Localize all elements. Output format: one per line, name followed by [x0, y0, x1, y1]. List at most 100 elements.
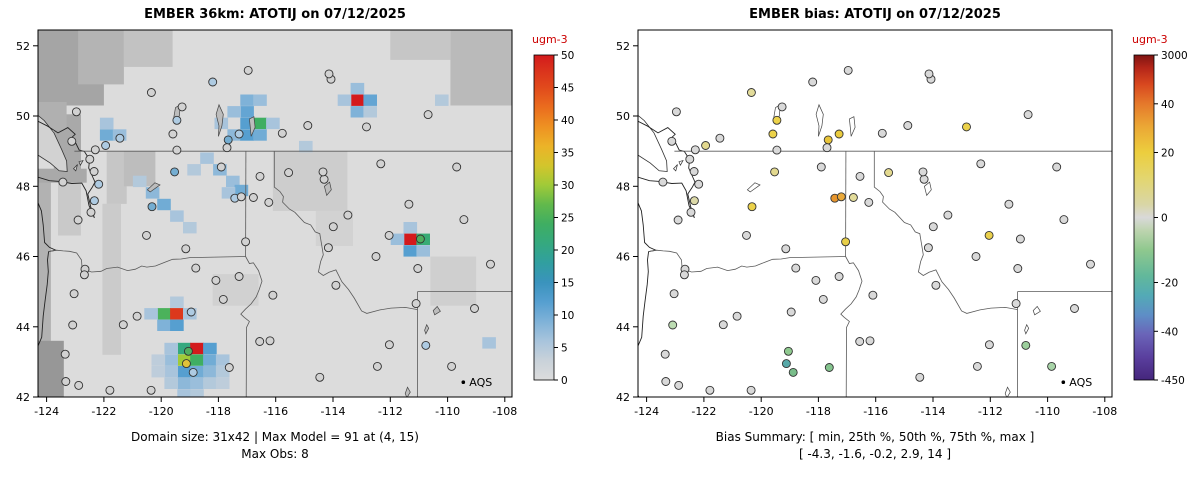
station-marker: [277, 128, 287, 138]
lake: [424, 323, 430, 335]
model-grid-cell: [416, 245, 430, 257]
bias-caption-summary-values: [ -4.3, -1.6, -0.2, 2.9, 14 ]: [798, 447, 952, 461]
station-marker: [788, 367, 798, 377]
station-marker: [319, 174, 329, 184]
y-tick-label: 52: [616, 40, 630, 53]
station-marker: [777, 102, 787, 112]
x-tick-label: -118: [206, 405, 231, 418]
station-marker: [972, 361, 982, 371]
station-marker: [255, 337, 265, 346]
station-marker: [384, 230, 394, 240]
state-border: [648, 249, 846, 273]
station-marker: [924, 69, 934, 79]
map-layer: [638, 103, 1112, 397]
station-marker: [58, 177, 68, 187]
model-caption-domain: Domain size: 31x42 | Max Model = 91 at (…: [130, 430, 419, 444]
model-grid-cell: [190, 342, 204, 355]
colorbar-tick-label: 20: [561, 245, 574, 257]
model-grid-cell: [482, 337, 496, 349]
station-marker: [791, 263, 801, 273]
colorbar-tick-label: -20: [1161, 278, 1178, 290]
model-grid-cell: [253, 94, 267, 106]
model-grid-cell: [99, 117, 114, 130]
terrain-shade-cell: [106, 151, 127, 204]
x-tick-label: -112: [378, 405, 403, 418]
station-marker: [94, 179, 104, 189]
station-marker: [470, 304, 479, 313]
station-marker: [68, 320, 78, 330]
model-grid-cell: [187, 164, 201, 176]
station-marker: [73, 215, 83, 225]
x-tick-label: -124: [634, 405, 659, 418]
y-tick-label: 50: [616, 110, 630, 123]
station-marker: [855, 171, 865, 181]
terrain-shade-cell: [78, 30, 124, 85]
model-grid-cell: [253, 129, 267, 141]
island: [73, 164, 78, 172]
station-marker: [868, 290, 878, 300]
station-marker: [984, 230, 994, 240]
station-marker: [674, 380, 684, 390]
model-grid-cell: [234, 184, 249, 197]
model-grid-cell: [164, 366, 178, 378]
station-marker: [903, 121, 913, 130]
colorbar-tick-label: 40: [1161, 99, 1174, 111]
colorbar-units-label: ugm-3: [1132, 33, 1168, 46]
station-marker: [1047, 361, 1057, 371]
station-marker: [834, 272, 844, 281]
station-marker: [822, 143, 832, 153]
station-marker: [67, 136, 77, 146]
vancouver-island: [38, 114, 68, 172]
model-grid-cell: [177, 342, 191, 355]
station-marker: [685, 154, 695, 164]
station-marker: [884, 168, 894, 178]
station-marker: [268, 290, 278, 300]
model-panel-title: EMBER 36km: ATOTIJ on 07/12/2025: [144, 7, 406, 22]
model-grid-cell: [240, 117, 254, 130]
station-marker: [841, 237, 851, 247]
model-grid-cell: [350, 82, 365, 95]
lake: [146, 182, 161, 193]
station-marker: [86, 207, 96, 217]
model-grid-cell: [403, 233, 418, 245]
model-grid-cell: [190, 354, 204, 366]
model-grid-cell: [227, 129, 241, 141]
model-grid-cell: [350, 94, 365, 106]
model-grid-cell: [170, 319, 184, 331]
lake: [849, 116, 856, 137]
station-marker: [372, 361, 382, 371]
model-grid-cell: [403, 222, 418, 234]
station-marker: [915, 372, 925, 382]
colorbar-tick-label: 20: [1161, 148, 1174, 160]
station-marker: [667, 136, 677, 146]
station-marker: [188, 367, 198, 377]
station-marker: [783, 346, 793, 356]
y-tick-label: 48: [616, 180, 630, 193]
y-tick-label: 52: [16, 40, 30, 53]
station-marker: [834, 129, 844, 139]
station-marker: [976, 159, 986, 169]
station-marker: [318, 167, 328, 177]
station-marker: [89, 167, 99, 176]
station-marker: [101, 141, 111, 150]
station-marker: [115, 133, 125, 143]
model-grid-cell: [177, 389, 191, 397]
station-marker: [384, 340, 394, 350]
model-grid-cell: [151, 354, 166, 366]
station-marker: [89, 196, 99, 206]
station-marker: [146, 385, 156, 395]
station-marker: [132, 311, 142, 321]
lake: [324, 181, 332, 197]
station-marker: [60, 349, 70, 359]
model-grid-cell: [203, 354, 217, 366]
terrain-shade-cell: [38, 340, 64, 397]
model-grid-cell: [157, 319, 171, 331]
station-marker: [824, 363, 834, 372]
y-tick-label: 44: [16, 321, 30, 334]
x-tick-label: -112: [978, 405, 1003, 418]
y-tick-label: 46: [16, 251, 30, 264]
station-marker: [816, 162, 826, 172]
station-marker: [1059, 215, 1069, 225]
model-grid-cell: [132, 175, 147, 188]
